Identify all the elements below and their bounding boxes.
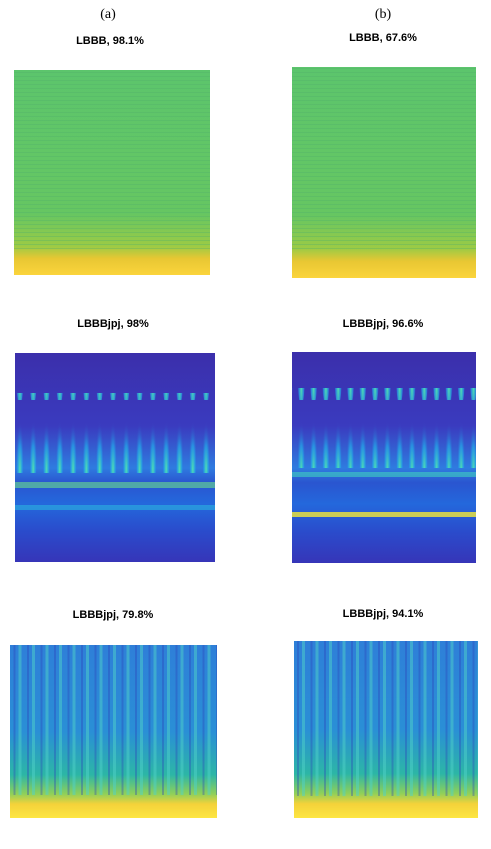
column-label: (b) <box>375 7 392 22</box>
scalogram <box>10 645 217 818</box>
figure: (a) (b) LBBB, 98.1% LBBB, 67.6% LBBBjpj,… <box>0 0 491 849</box>
panel-title: LBBBjpj, 94.1% <box>343 608 424 620</box>
panel-title: LBBB, 98.1% <box>76 35 144 47</box>
panel-title: LBBBjpj, 96.6% <box>343 318 424 330</box>
panel-title: LBBBjpj, 79.8% <box>73 609 154 621</box>
scalogram <box>294 641 478 818</box>
scalogram <box>14 70 210 275</box>
scalogram <box>292 352 476 563</box>
panel-title: LBBBjpj, 98% <box>77 318 149 330</box>
scalogram <box>292 67 476 278</box>
column-label: (a) <box>100 7 116 22</box>
scalogram <box>15 353 215 562</box>
panel-title: LBBB, 67.6% <box>349 32 417 44</box>
